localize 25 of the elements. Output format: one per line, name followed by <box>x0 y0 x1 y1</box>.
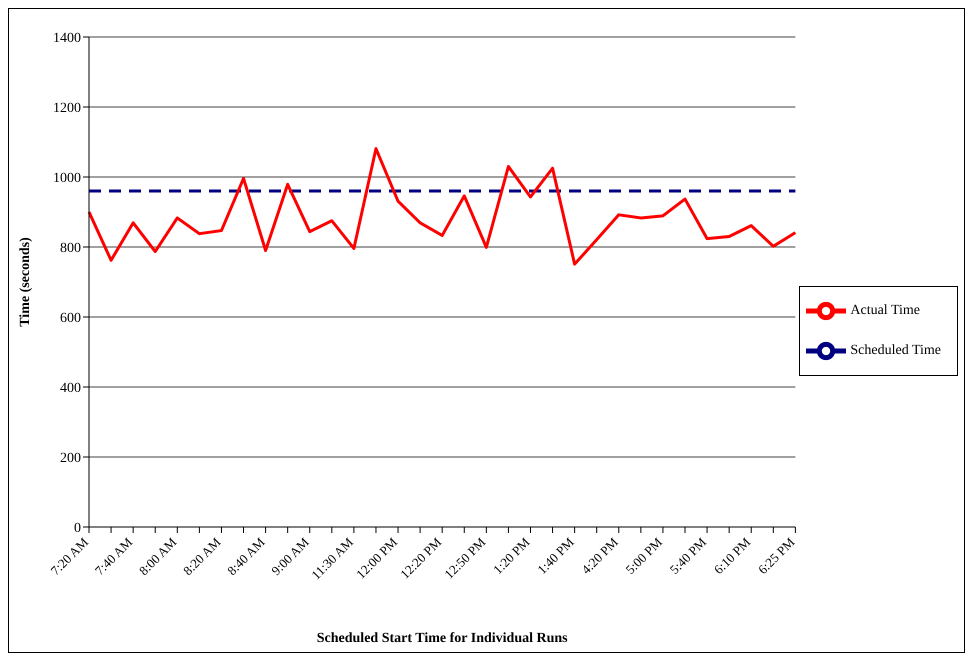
x-tick-label: 8:20 AM <box>180 534 224 578</box>
y-tick-label: 200 <box>60 450 81 466</box>
y-tick-label: 0 <box>74 520 81 536</box>
x-tick-label: 7:40 AM <box>92 534 136 578</box>
y-tick-label: 1400 <box>53 30 81 46</box>
x-tick-label: 6:10 PM <box>710 534 754 578</box>
x-tick-label: 5:40 PM <box>666 534 710 578</box>
y-tick-label: 1200 <box>53 100 81 116</box>
y-tick-label: 400 <box>60 380 81 396</box>
legend-label: Actual Time <box>850 302 920 318</box>
x-tick-label: 4:20 PM <box>578 534 622 578</box>
x-tick-label: 7:20 AM <box>48 534 92 578</box>
x-tick-label: 9:00 AM <box>268 534 312 578</box>
x-axis-title: Scheduled Start Time for Individual Runs <box>316 631 568 646</box>
legend-label: Scheduled Time <box>850 342 941 358</box>
x-tick-label: 1:40 PM <box>534 534 578 578</box>
x-tick-label: 1:20 PM <box>490 534 533 578</box>
x-tick-label: 8:40 AM <box>224 534 268 578</box>
x-tick-label: 8:00 AM <box>136 534 180 578</box>
y-tick-label: 800 <box>60 240 81 256</box>
y-tick-label: 1000 <box>53 170 81 186</box>
x-tick-label: 5:00 PM <box>622 534 666 578</box>
y-axis-title: Time (seconds) <box>18 236 33 327</box>
x-tick-label: 6:25 PM <box>754 534 798 578</box>
y-tick-label: 600 <box>60 310 81 326</box>
